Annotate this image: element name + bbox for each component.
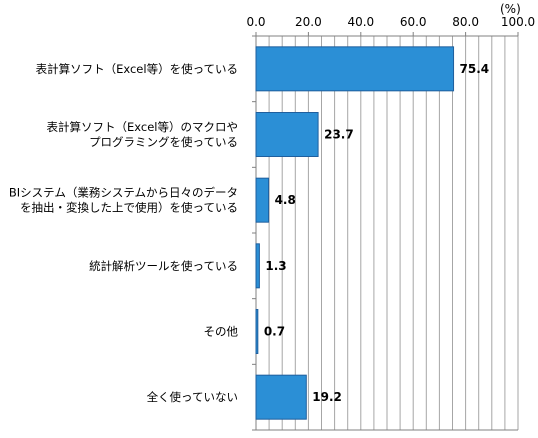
- category-label-line: 表計算ソフト（Excel等）を使っている: [36, 62, 238, 76]
- category-label-line: BIシステム（業務システムから日々のデータ: [9, 186, 238, 200]
- x-tick-label: 60.0: [400, 15, 427, 29]
- category-label-line: 統計解析ツールを使っている: [89, 259, 238, 273]
- category-label-line: 全く使っていない: [147, 390, 238, 404]
- unit-label: (%): [500, 2, 521, 16]
- bars: [255, 46, 455, 420]
- category-label: 表計算ソフト（Excel等）のマクロやプログラミングを使っている: [47, 120, 238, 149]
- category-label-line: その他: [204, 325, 239, 339]
- category-label-line: プログラミングを使っている: [89, 135, 238, 149]
- value-label: 4.8: [275, 193, 296, 207]
- bar: [255, 243, 260, 289]
- category-label: 全く使っていない: [147, 390, 238, 404]
- grid-lines: [268, 36, 519, 430]
- value-label: 23.7: [324, 128, 354, 142]
- bar: [255, 177, 270, 223]
- x-tick-label: 80.0: [452, 15, 479, 29]
- category-label-line: 表計算ソフト（Excel等）のマクロや: [47, 120, 238, 134]
- axes: [252, 32, 519, 431]
- x-tick-label: 40.0: [347, 15, 374, 29]
- bar: [255, 112, 319, 157]
- category-label: 統計解析ツールを使っている: [89, 259, 238, 273]
- category-label-line: を抽出・変換した上で使用）を使っている: [20, 201, 238, 215]
- category-label: BIシステム（業務システムから日々のデータを抽出・変換した上で使用）を使っている: [9, 186, 238, 215]
- value-label: 75.4: [460, 62, 490, 76]
- value-label: 1.3: [265, 259, 286, 273]
- bar: [255, 46, 455, 92]
- labels: 0.0 20.0 40.0 60.0 80.0 100.0 75.4 表計算ソフト（Excel…: [9, 15, 535, 404]
- x-tick-label: 100.0: [501, 15, 535, 29]
- category-label: 表計算ソフト（Excel等）を使っている: [36, 62, 238, 76]
- bar: [255, 374, 307, 420]
- x-tick-label: 20.0: [295, 15, 322, 29]
- value-label: 19.2: [312, 390, 342, 404]
- value-label: 0.7: [264, 325, 285, 339]
- bar: [255, 309, 259, 354]
- category-label: その他: [204, 325, 239, 339]
- x-tick-label: 0.0: [246, 15, 265, 29]
